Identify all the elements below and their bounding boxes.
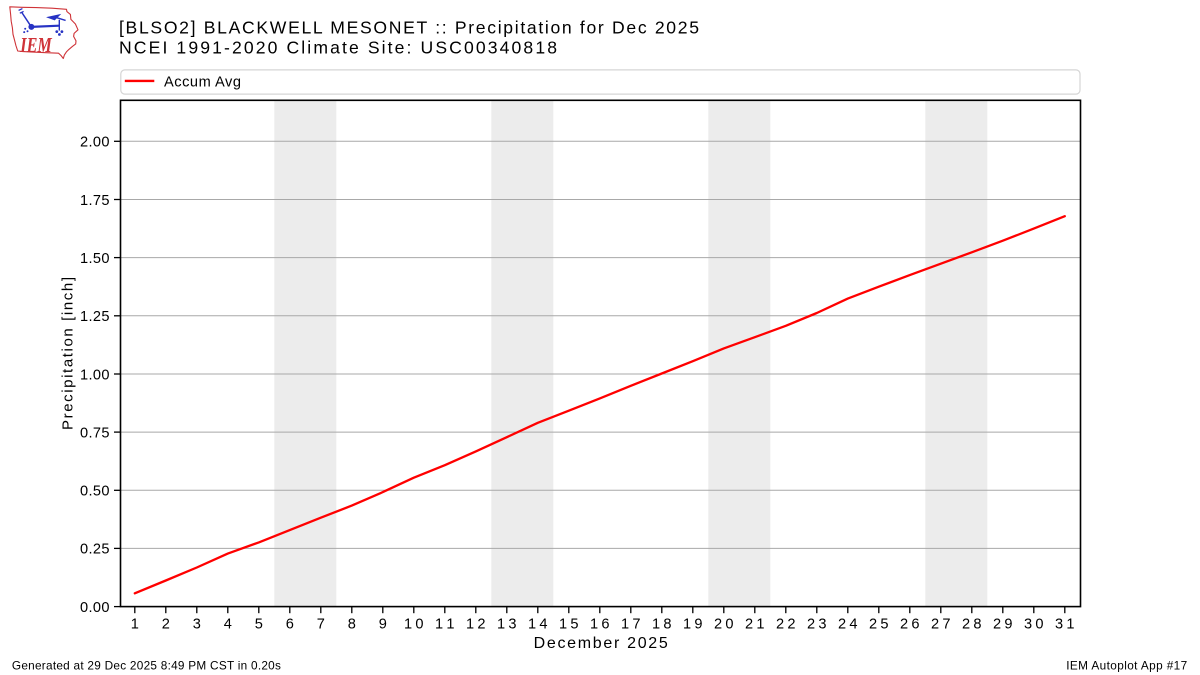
svg-text:[BLSO2] BLACKWELL MESONET :: P: [BLSO2] BLACKWELL MESONET :: Precipitati… — [119, 18, 699, 38]
svg-text:NCEI 1991-2020 Climate Site: U: NCEI 1991-2020 Climate Site: USC00340818 — [119, 37, 557, 57]
svg-text:1.75: 1.75 — [80, 193, 110, 209]
svg-text:1.00: 1.00 — [80, 367, 110, 383]
svg-text:Precipitation [inch]: Precipitation [inch] — [60, 277, 77, 430]
svg-text:IEM: IEM — [20, 33, 53, 57]
svg-text:Accum Avg: Accum Avg — [164, 74, 241, 90]
svg-text:December 2025: December 2025 — [534, 635, 668, 652]
svg-text:9: 9 — [379, 617, 387, 633]
svg-text:7: 7 — [317, 617, 325, 633]
svg-text:3: 3 — [193, 617, 201, 633]
svg-text:1.50: 1.50 — [80, 251, 110, 267]
svg-text:6: 6 — [286, 617, 294, 633]
svg-text:Generated at 29 Dec 2025 8:49: Generated at 29 Dec 2025 8:49 PM CST in … — [12, 659, 281, 673]
svg-text:2.00: 2.00 — [80, 135, 110, 151]
svg-text:IEM Autoplot App #17: IEM Autoplot App #17 — [1066, 658, 1187, 672]
svg-text:0.50: 0.50 — [80, 484, 110, 500]
svg-text:1: 1 — [131, 617, 139, 633]
svg-text:0.75: 0.75 — [80, 425, 110, 441]
svg-text:2: 2 — [162, 617, 170, 633]
svg-text:0.25: 0.25 — [80, 542, 110, 558]
svg-text:4: 4 — [224, 617, 232, 633]
svg-text:5: 5 — [255, 617, 263, 633]
svg-text:1.25: 1.25 — [80, 309, 110, 325]
svg-text:8: 8 — [348, 617, 356, 633]
svg-text:0.00: 0.00 — [80, 600, 110, 616]
